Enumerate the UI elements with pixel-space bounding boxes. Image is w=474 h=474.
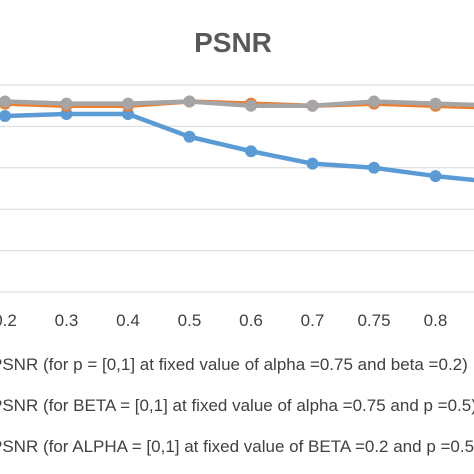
- series-1-point: [429, 170, 442, 183]
- series-3-point: [429, 97, 442, 110]
- legend-label-3: PSNR (for ALPHA = [0,1] at fixed value o…: [0, 437, 474, 456]
- x-tick-label: 0.8: [424, 311, 448, 330]
- series-3-point: [60, 97, 73, 110]
- x-tick-label: 0.5: [178, 311, 202, 330]
- x-axis-tick-labels: 0.20.30.40.50.60.70.750.80.9: [0, 311, 448, 330]
- legend: PSNR (for p = [0,1] at fixed value of al…: [0, 355, 474, 456]
- x-tick-label: 0.4: [116, 311, 140, 330]
- series-1-point: [368, 161, 380, 174]
- x-tick-label: 0.6: [239, 311, 263, 330]
- series-1-point: [183, 130, 196, 143]
- legend-label-1: PSNR (for p = [0,1] at fixed value of al…: [0, 355, 468, 374]
- series-1-point: [306, 157, 319, 170]
- legend-label-2: PSNR (for BETA = [0,1] at fixed value of…: [0, 396, 474, 415]
- series-3-point: [0, 95, 11, 108]
- series-1-point: [0, 110, 11, 123]
- series-3-point: [183, 95, 196, 108]
- series-3-point: [122, 97, 134, 110]
- series-line-1: [2, 111, 474, 183]
- series-lines: [2, 99, 474, 183]
- series-3-point: [306, 99, 319, 112]
- series-3-point: [368, 95, 380, 108]
- chart-title: PSNR: [194, 27, 272, 58]
- series-3-point: [245, 99, 257, 112]
- x-tick-label: 0.7: [301, 311, 325, 330]
- x-tick-label: 0.2: [0, 311, 17, 330]
- series-1-point: [122, 107, 134, 120]
- series-1-point: [245, 145, 257, 158]
- x-tick-label: 0.75: [357, 311, 390, 330]
- x-tick-label: 0.3: [55, 311, 79, 330]
- series-1-point: [60, 107, 73, 120]
- gridlines: [0, 84, 474, 293]
- series-points: [0, 95, 442, 183]
